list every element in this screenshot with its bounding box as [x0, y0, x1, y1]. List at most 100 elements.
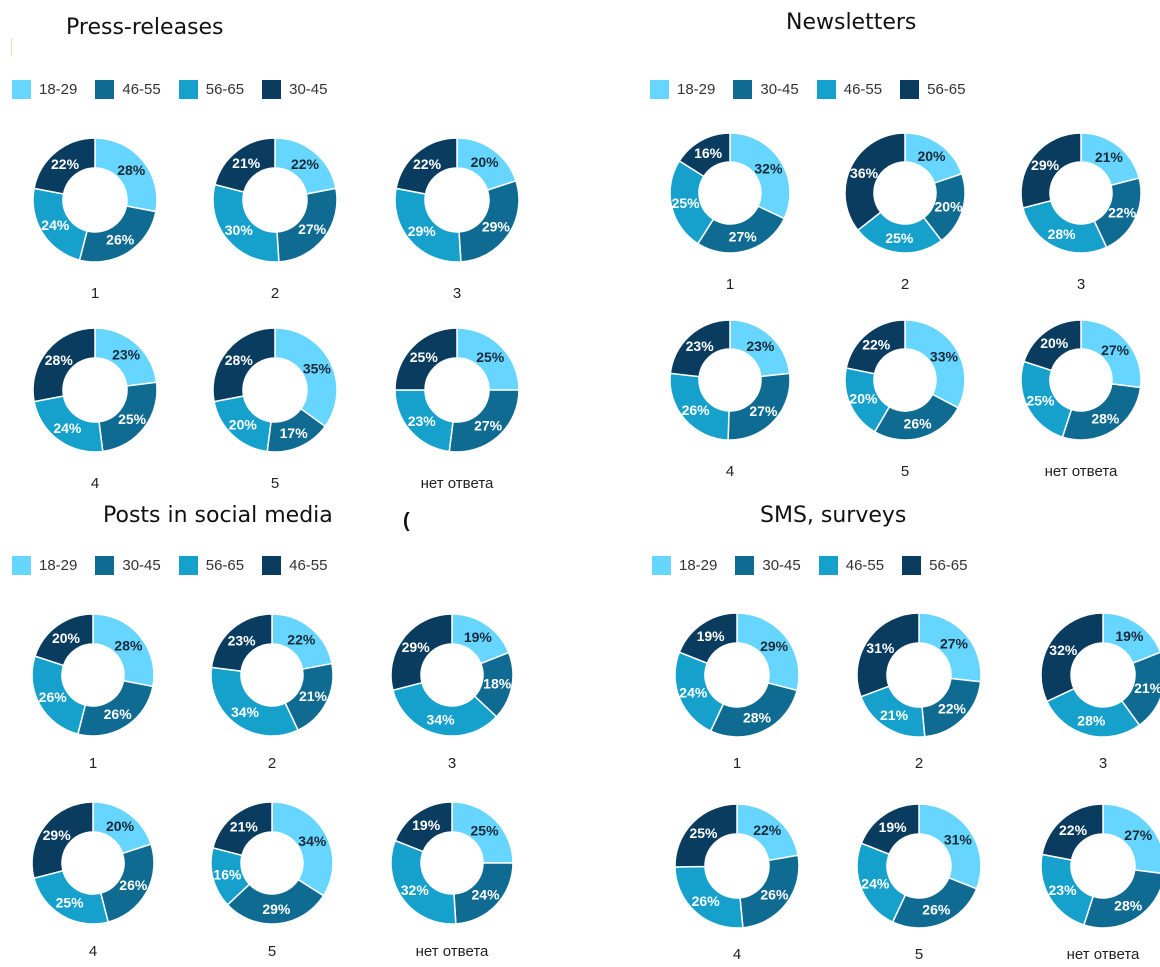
- donut-chart-3: 19% 21% 28% 32%: [1040, 612, 1160, 738]
- slice-value-label: 34%: [298, 833, 327, 849]
- donut-slice-46-55: [210, 613, 273, 672]
- donut-category-label: 2: [267, 755, 277, 772]
- donut-slice-46-55: [31, 801, 94, 880]
- donut-category-label: 1: [90, 285, 100, 302]
- donut-slice-46-55: [212, 801, 273, 857]
- legend-swatch: [178, 80, 198, 99]
- edge-tick-mark: [11, 38, 12, 56]
- slice-value-label: 22%: [51, 156, 80, 172]
- donut-category-label: нет ответа: [1044, 463, 1118, 480]
- legend-swatch: [818, 556, 838, 575]
- slice-value-label: 29%: [482, 218, 511, 234]
- donut-chart-3: 19% 18% 34% 29%: [390, 613, 514, 737]
- slice-value-label: 20%: [229, 416, 258, 432]
- slice-value-label: 22%: [413, 156, 442, 172]
- donut-slice-18-29: [729, 132, 791, 220]
- donut-category-label: 1: [725, 276, 735, 293]
- slice-value-label: 28%: [114, 638, 143, 654]
- legend-item-56-65: 56-65: [178, 80, 244, 99]
- donut-chart-5: 33% 26% 20% 22%: [844, 319, 966, 441]
- legend-swatch: [178, 556, 198, 575]
- slice-value-label: 28%: [225, 352, 254, 368]
- legend-item-30-45: 30-45: [733, 80, 799, 99]
- slice-value-label: 35%: [303, 361, 332, 377]
- chart-title: Posts in social media: [103, 503, 333, 528]
- slice-value-label: 20%: [106, 818, 135, 834]
- donut-category-label: 4: [732, 946, 742, 963]
- donut-category-label: 3: [1076, 276, 1086, 293]
- chart-legend: 18-29 30-45 46-55 56-65: [652, 556, 968, 575]
- donut-slice-46-55: [448, 389, 520, 453]
- legend-swatch: [95, 556, 115, 575]
- stray-glyph: (: [403, 510, 410, 532]
- slice-value-label: 21%: [299, 688, 328, 704]
- slice-value-label: 27%: [1101, 342, 1130, 358]
- donut-chart-4: 23% 27% 26% 23%: [669, 319, 791, 441]
- donut-category-label: 5: [914, 946, 924, 963]
- legend-swatch: [12, 80, 31, 99]
- donut-category-label: 5: [900, 463, 910, 480]
- legend-swatch: [735, 556, 755, 575]
- slice-value-label: 29%: [408, 223, 437, 239]
- donut-chart-4: 20% 26% 25% 29%: [31, 801, 155, 925]
- slice-value-label: 34%: [231, 704, 260, 720]
- chart-title: Press-releases: [66, 15, 224, 40]
- donut-slice-30-45: [709, 682, 798, 738]
- donut-category-label: 2: [270, 285, 280, 302]
- chart-title: Newsletters: [786, 10, 917, 35]
- donut-slice-30-45: [33, 137, 96, 195]
- donut-category-label: 4: [725, 463, 735, 480]
- donut-slice-56-65: [392, 681, 498, 737]
- donut-slice-56-65: [678, 612, 738, 665]
- legend-item-46-55: 46-55: [816, 80, 883, 99]
- slice-value-label: 23%: [228, 632, 257, 648]
- donut-category-label: 4: [88, 943, 98, 960]
- chart-legend: 18-29 46-55 56-65 30-45: [12, 80, 328, 99]
- slice-value-label: 31%: [866, 640, 895, 656]
- slice-value-label: 23%: [408, 413, 437, 429]
- donut-slice-30-45: [214, 137, 276, 193]
- slice-value-label: 28%: [1077, 713, 1106, 729]
- legend-swatch: [816, 80, 836, 99]
- slice-value-label: 29%: [760, 638, 789, 654]
- donut-slice-56-65: [390, 839, 457, 925]
- donut-slice-18-29: [92, 613, 155, 688]
- legend-label: 46-55: [843, 81, 883, 98]
- donut-category-label: 2: [914, 755, 924, 772]
- donut-chart-1: 28% 26% 26% 20%: [31, 613, 155, 737]
- legend-label: 30-45: [122, 557, 161, 574]
- slice-value-label: 28%: [45, 352, 74, 368]
- slice-value-label: 28%: [117, 162, 146, 178]
- slice-value-label: 16%: [694, 145, 723, 161]
- slice-value-label: 26%: [106, 232, 135, 248]
- legend-label: 18-29: [679, 557, 718, 574]
- slice-value-label: 21%: [230, 819, 259, 835]
- slice-value-label: 20%: [1040, 335, 1069, 351]
- legend-swatch: [95, 80, 115, 99]
- slice-value-label: 29%: [43, 827, 72, 843]
- legend-item-18-29: 18-29: [652, 556, 717, 575]
- slice-value-label: 16%: [213, 866, 242, 882]
- legend-item-56-65: 56-65: [900, 80, 966, 99]
- legend-item-46-55: 46-55: [262, 556, 328, 575]
- donut-slice-56-65: [844, 132, 906, 232]
- slice-value-label: 22%: [753, 822, 782, 838]
- donut-chart-нет-ответа: 25% 27% 23% 25%: [394, 327, 520, 453]
- donut-slice-56-65: [1040, 612, 1104, 703]
- legend-label: 18-29: [39, 81, 78, 98]
- slice-value-label: 25%: [476, 349, 505, 365]
- donut-slice-56-65: [210, 666, 299, 737]
- donut-slice-46-55: [394, 801, 453, 853]
- slice-value-label: 19%: [1115, 628, 1144, 644]
- slice-value-label: 28%: [1048, 226, 1077, 242]
- donut-slice-46-55: [1045, 687, 1141, 738]
- slice-value-label: 26%: [39, 689, 68, 705]
- slice-value-label: 25%: [672, 195, 701, 211]
- donut-category-label: 3: [447, 755, 457, 772]
- slice-value-label: 22%: [287, 632, 316, 648]
- donut-slice-18-29: [904, 319, 966, 409]
- legend-label: 18-29: [39, 557, 78, 574]
- legend-label: 46-55: [289, 557, 328, 574]
- slice-value-label: 29%: [1031, 157, 1060, 173]
- donut-slice-56-65: [1041, 803, 1104, 861]
